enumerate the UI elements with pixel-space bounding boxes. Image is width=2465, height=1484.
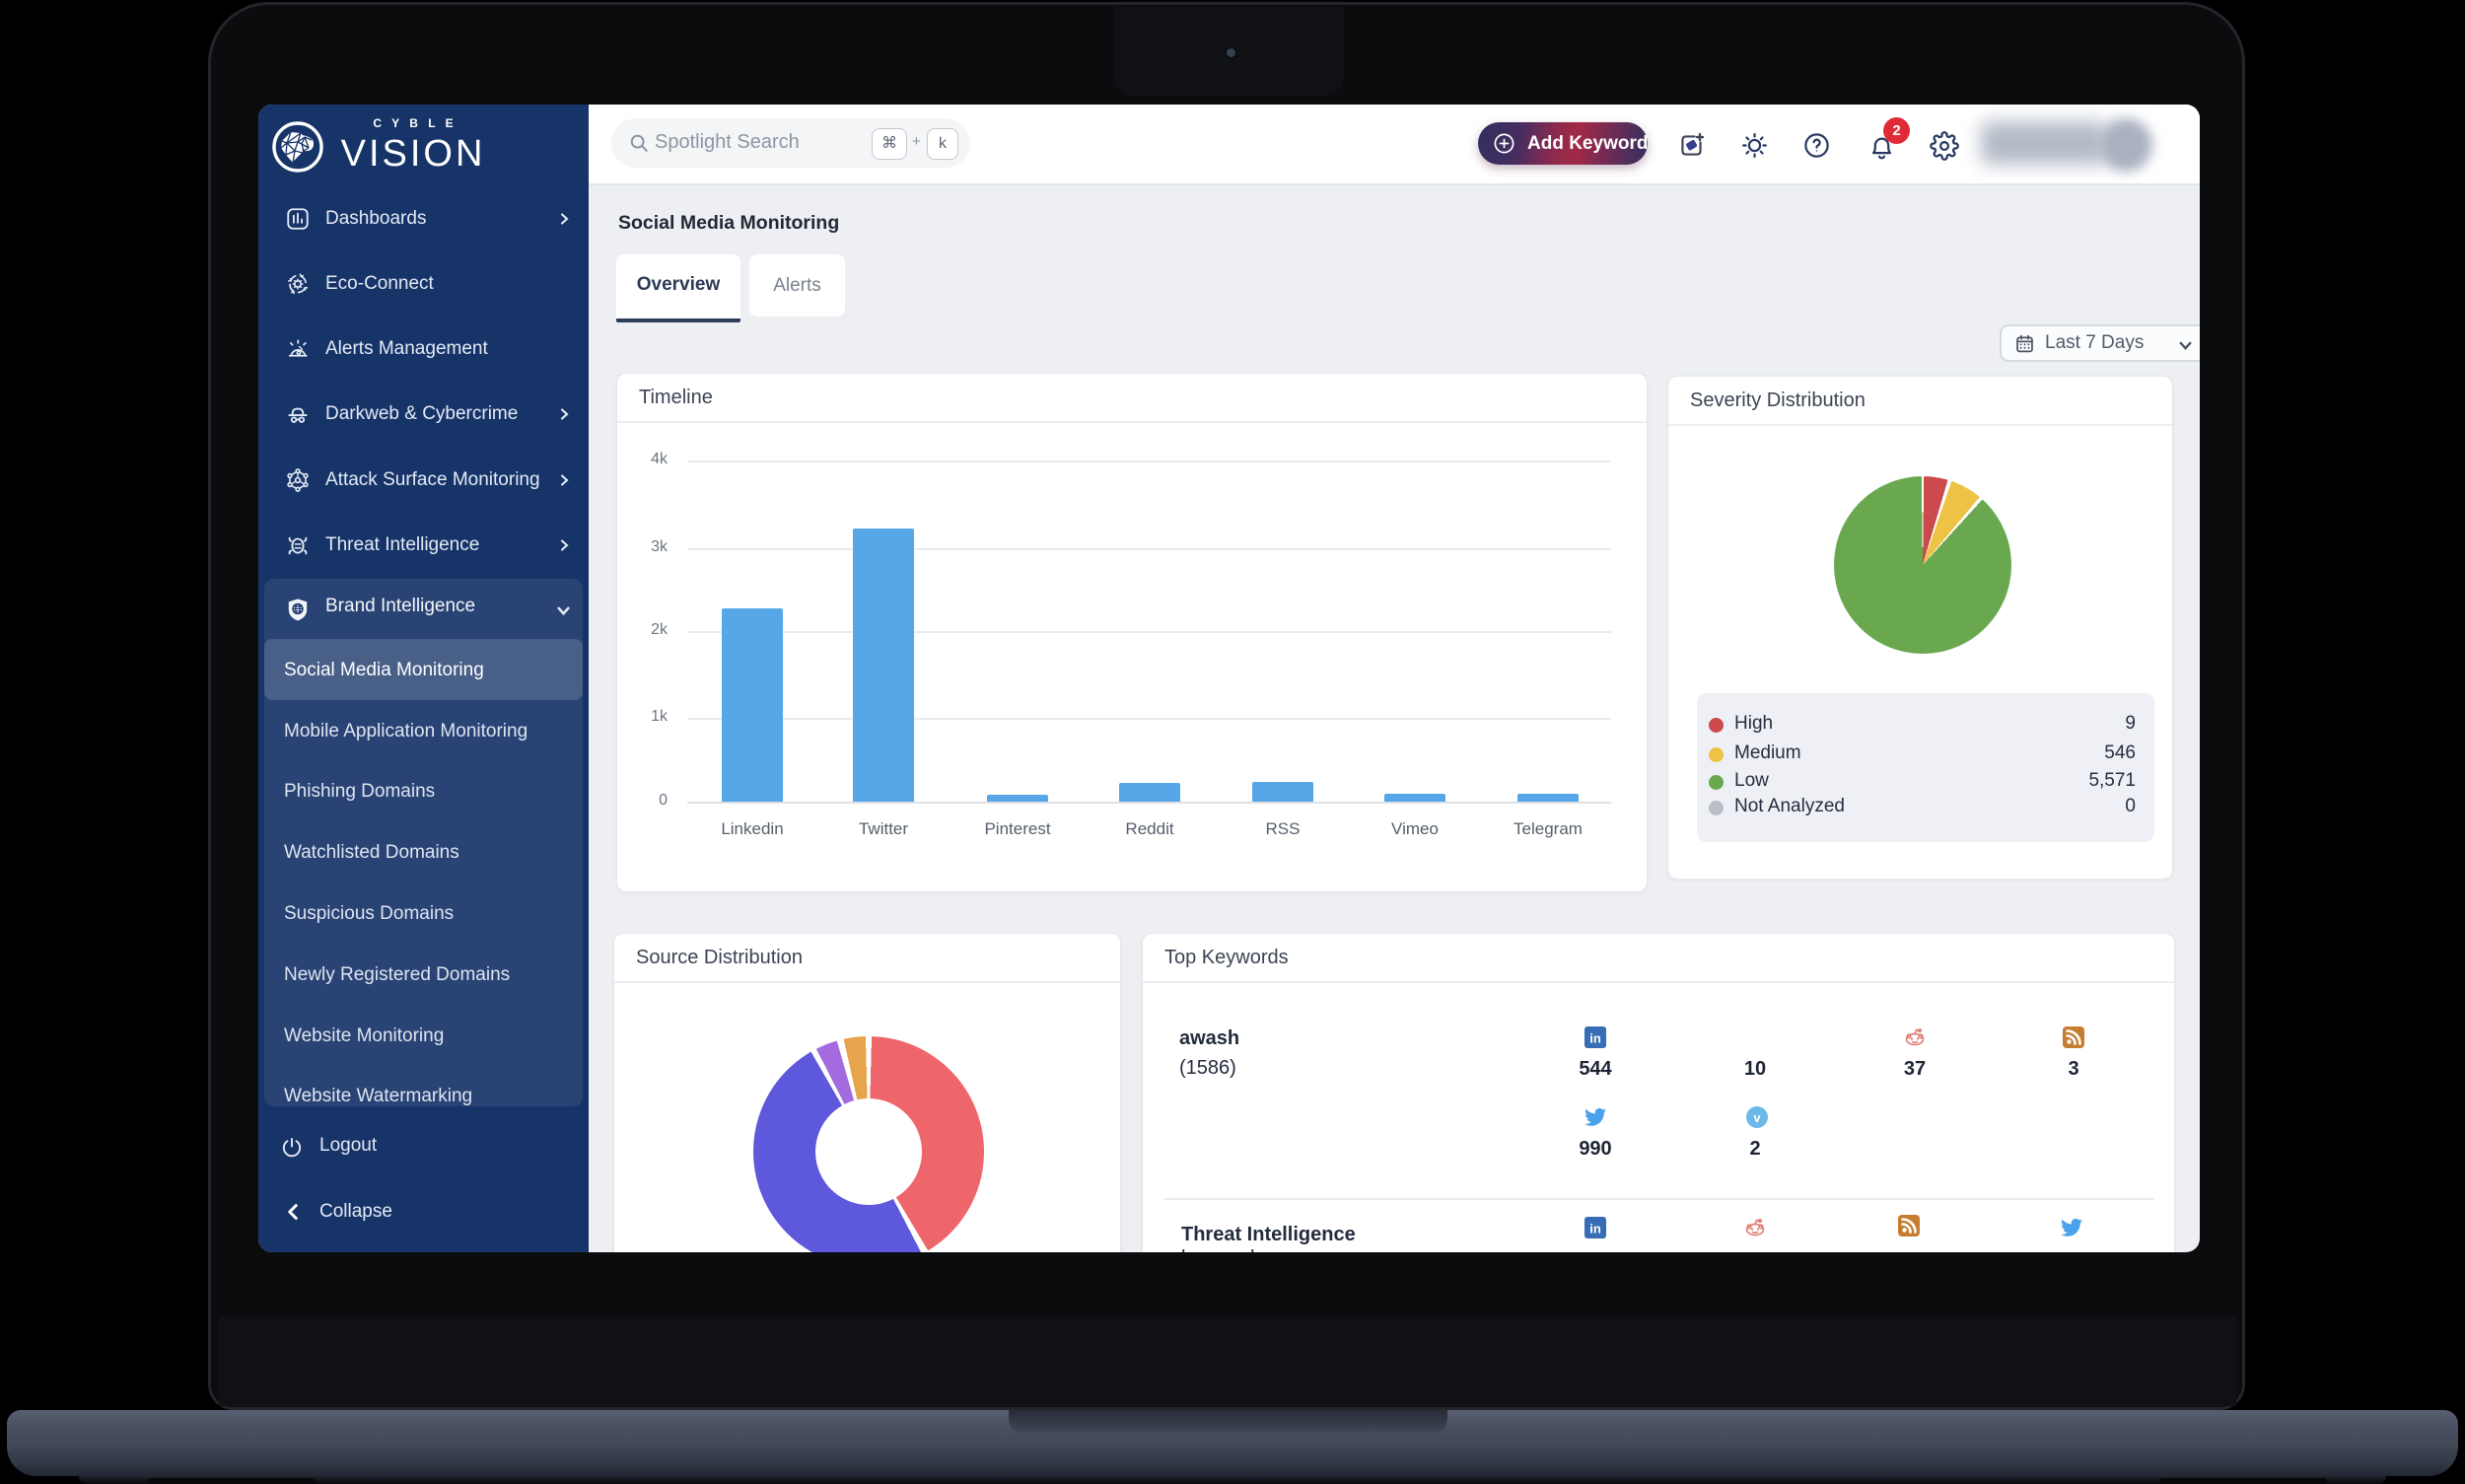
- svg-text:in: in: [1589, 1031, 1601, 1046]
- svg-text:in: in: [1589, 1222, 1601, 1237]
- svg-text:v: v: [1753, 1110, 1761, 1125]
